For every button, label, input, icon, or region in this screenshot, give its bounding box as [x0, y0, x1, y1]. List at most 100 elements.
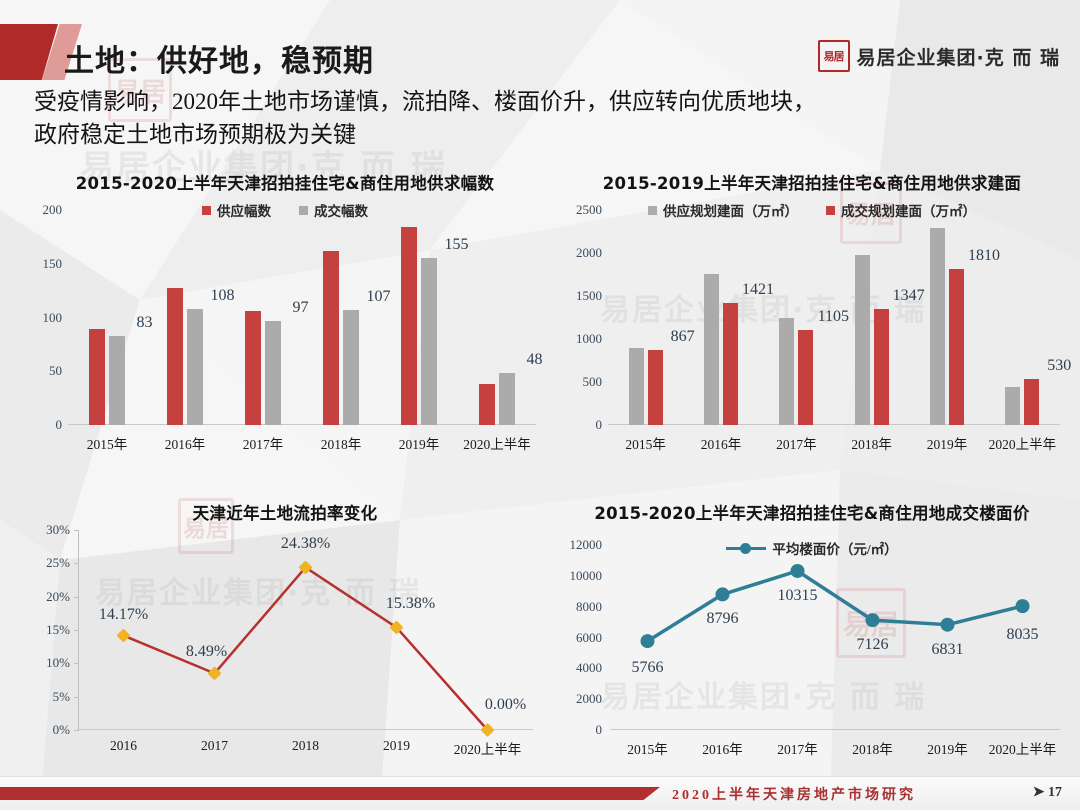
- data-point-label: 8.49%: [185, 643, 228, 661]
- x-axis-category-label: 2019: [383, 738, 410, 753]
- plot-area: 0 2000 4000 6000 8000 10000 12000 5766 8796 10315…: [570, 537, 1060, 757]
- axis-baseline: [610, 729, 1060, 730]
- data-point-label: 15.38%: [385, 595, 436, 613]
- bar: [323, 250, 340, 425]
- data-point-label: 5766: [631, 659, 664, 677]
- bar: [854, 255, 870, 425]
- data-point-marker: [1015, 599, 1030, 614]
- line-series: [640, 563, 1030, 649]
- slide-footer: 2020上半年天津房地产市场研究 ➤ 17: [0, 776, 1080, 810]
- bar-value-label: 1810: [967, 247, 1000, 265]
- chart-title: 2015-2019上半年天津招拍挂住宅&商住用地供求建面: [602, 174, 1022, 193]
- y-axis-tick-label: 10%: [46, 655, 70, 671]
- bar: [798, 329, 814, 425]
- chart-title: 2015-2020上半年天津招拍挂住宅&商住用地供求幅数: [75, 174, 495, 193]
- y-axis-tick-label: 8000: [576, 598, 602, 614]
- data-point-marker: [940, 617, 955, 632]
- bar: [647, 350, 663, 425]
- chart-legend: 供应规划建面（万㎡） 成交规划建面（万㎡）: [552, 200, 1072, 220]
- y-axis-tick-label: 2500: [576, 202, 602, 217]
- data-point-marker: [640, 634, 655, 649]
- x-axis-category-label: 2019年: [927, 742, 968, 757]
- axis-baseline: [608, 424, 1060, 425]
- legend-swatch: [826, 205, 835, 215]
- bar-value-label: 107: [366, 287, 391, 305]
- x-axis-category-label: 2017年: [776, 437, 817, 452]
- bar: [401, 227, 418, 425]
- y-axis-tick-label: 6000: [576, 629, 602, 645]
- bar: [479, 384, 496, 425]
- y-axis-tick-label: 10000: [569, 567, 603, 583]
- bar-value-label: 83: [136, 313, 153, 331]
- brand-name: 易居企业集团·克 而 瑞: [856, 46, 1060, 69]
- bar: [628, 348, 644, 425]
- seal-icon: 易居: [817, 40, 850, 72]
- y-axis-tick: [74, 663, 79, 665]
- x-axis-category-label: 2018: [292, 738, 319, 753]
- bar: [498, 373, 515, 425]
- chart-legend: 平均楼面价（元/㎡）: [552, 538, 1072, 558]
- x-axis-category-label: 2020上半年: [988, 742, 1057, 757]
- y-axis-tick-label: 150: [42, 255, 63, 271]
- data-point-marker: [299, 561, 312, 574]
- axis-baseline: [68, 424, 536, 425]
- legend-item: 成交幅数: [299, 200, 368, 220]
- y-axis-tick-label: 0: [595, 417, 603, 432]
- bar-value-label: 867: [670, 328, 695, 346]
- chart-supply-demand-count: 2015-2020上半年天津招拍挂住宅&商住用地供求幅数 供应幅数 成交幅数 0…: [20, 170, 550, 452]
- bar: [948, 269, 964, 425]
- line-series: [117, 561, 494, 737]
- x-axis-category-label: 2018年: [851, 437, 892, 452]
- bar: [420, 258, 437, 425]
- slide-header: 土地：供好地，稳预期 受疫情影响，2020年土地市场谨慎，流拍降、楼面价升，供应…: [0, 0, 1080, 150]
- y-axis-tick-label: 0: [595, 722, 603, 737]
- y-axis-tick-label: 0%: [52, 722, 70, 737]
- legend-label: 成交规划建面（万㎡）: [841, 204, 976, 219]
- y-axis-tick-label: 30%: [46, 522, 70, 537]
- plot-area: 0 50 100 150 200 83 108 97 107 155 48 2015年 2016年 201…: [43, 202, 543, 452]
- bar-value-label: 97: [292, 298, 309, 316]
- y-axis-tick-label: 1500: [576, 288, 602, 303]
- chart-legend: 供应幅数 成交幅数: [20, 200, 550, 220]
- bar: [1024, 379, 1040, 425]
- y-axis-tick-label: 0: [55, 417, 63, 432]
- legend-swatch: [299, 205, 308, 215]
- bar-value-label: 1347: [892, 287, 925, 305]
- bar: [342, 309, 359, 425]
- chart-land-failure-rate: 天津近年土地流拍率变化 0% 5% 10% 15% 20% 25% 30% 14.17% 8.4…: [20, 500, 550, 775]
- data-point-label: 24.38%: [280, 535, 331, 553]
- page-number: ➤ 17: [1032, 785, 1062, 800]
- legend-item: 供应规划建面（万㎡）: [648, 200, 798, 220]
- bar: [89, 329, 106, 425]
- data-point-label: 10315: [777, 586, 818, 604]
- chart-title: 天津近年土地流拍率变化: [192, 504, 378, 523]
- legend-item: 供应幅数: [202, 200, 271, 220]
- bar-value-label: 1421: [741, 280, 774, 298]
- legend-swatch: [648, 205, 657, 215]
- x-axis-category-label: 2016年: [164, 437, 206, 452]
- x-axis-category-label: 2016年: [702, 742, 743, 757]
- bar: [167, 288, 184, 425]
- data-point-marker: [117, 629, 130, 642]
- y-axis-tick: [74, 530, 79, 531]
- y-axis-tick: [74, 563, 79, 565]
- y-axis-tick-label: 20%: [46, 588, 70, 604]
- data-point-marker: [208, 666, 221, 680]
- chart-floor-price: 2015-2020上半年天津招拍挂住宅&商住用地成交楼面价 平均楼面价（元/㎡）…: [552, 500, 1072, 775]
- x-axis-category-label: 2017: [201, 738, 228, 753]
- y-axis-tick-label: 2000: [576, 245, 602, 260]
- y-axis-tick-label: 100: [42, 309, 63, 325]
- data-point-label: 8035: [1006, 626, 1039, 644]
- x-axis-category-label: 2016年: [700, 437, 742, 452]
- x-axis-category-label: 2020上半年: [453, 742, 522, 757]
- data-point-label: 0.00%: [484, 696, 527, 713]
- x-axis-category-label: 2020上半年: [988, 437, 1057, 452]
- y-axis-tick: [74, 630, 79, 631]
- plot-area: 0 500 1000 1500 2000 2500 867 1421 1105 1347 1810 5…: [576, 202, 1071, 452]
- data-point-marker: [390, 621, 403, 634]
- bar-value-label: 1105: [817, 307, 849, 325]
- bar: [873, 309, 889, 425]
- chart-title: 2015-2020上半年天津招拍挂住宅&商住用地成交楼面价: [594, 504, 1030, 523]
- bar: [108, 335, 125, 425]
- legend-label: 供应幅数: [217, 204, 271, 219]
